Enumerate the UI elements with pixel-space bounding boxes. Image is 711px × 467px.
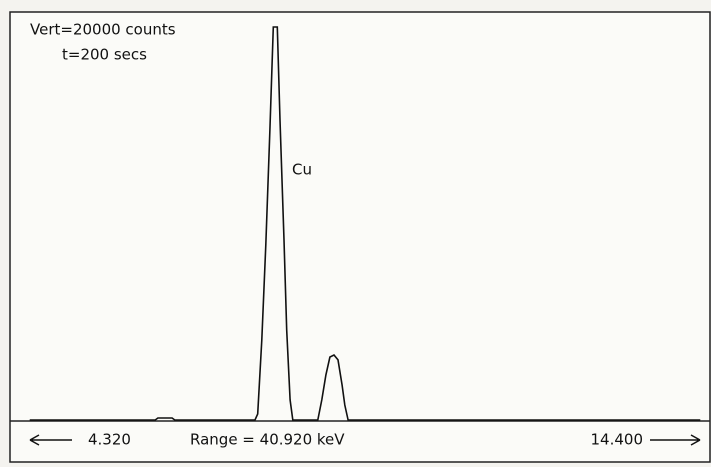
- spectrum-line: [29, 26, 701, 421]
- arrows: [29, 434, 701, 446]
- x-tick-label: 14.400: [591, 431, 644, 449]
- time-label: t=200 secs: [62, 46, 147, 64]
- x-tick-label: 4.320: [88, 431, 131, 449]
- left-arrow: [29, 434, 72, 446]
- range-label: Range = 40.920 keV: [190, 431, 345, 449]
- right-arrow: [650, 434, 701, 446]
- frame: [9, 11, 711, 463]
- vert-label: Vert=20000 counts: [30, 21, 176, 39]
- peak-label: Cu: [292, 161, 312, 179]
